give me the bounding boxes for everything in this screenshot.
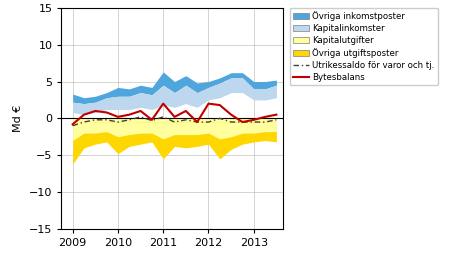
Legend: Övriga inkomstposter, Kapitalinkomster, Kapitalutgifter, Övriga utgiftsposter, U: Övriga inkomstposter, Kapitalinkomster, … xyxy=(290,8,438,85)
Y-axis label: Md €: Md € xyxy=(13,105,24,132)
